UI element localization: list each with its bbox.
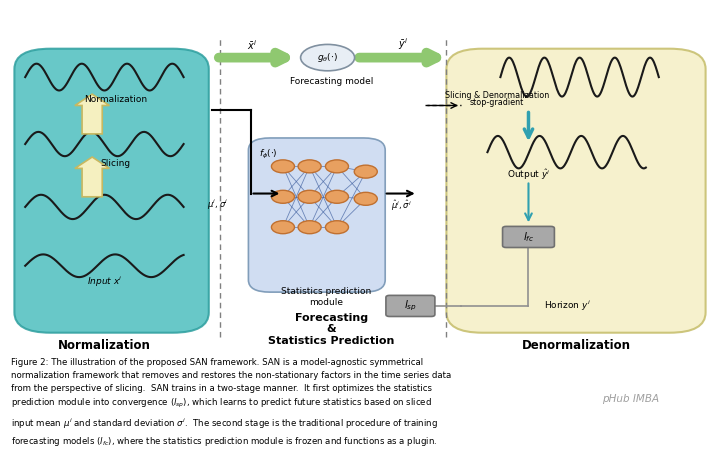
Text: $\bar{y}^i$: $\bar{y}^i$ [398,36,408,52]
Text: Statistics prediction
module: Statistics prediction module [281,287,372,307]
Text: pHub IMBA: pHub IMBA [602,394,659,404]
Text: Normalization: Normalization [58,339,150,352]
FancyBboxPatch shape [248,138,385,292]
Circle shape [271,160,294,173]
Text: $g_\theta(\cdot)$: $g_\theta(\cdot)$ [317,51,338,64]
Text: Forecasting model: Forecasting model [289,76,373,86]
Circle shape [271,221,294,234]
Circle shape [325,190,348,203]
Text: Slicing & Denormalization: Slicing & Denormalization [445,91,549,100]
Circle shape [298,160,321,173]
Text: Forecasting
&
Statistics Prediction: Forecasting & Statistics Prediction [268,313,395,346]
Text: Normalization: Normalization [84,95,147,104]
FancyArrow shape [75,94,109,134]
Text: Slicing: Slicing [100,159,130,167]
Ellipse shape [301,45,355,71]
FancyBboxPatch shape [14,49,209,333]
FancyBboxPatch shape [386,295,435,317]
Circle shape [298,221,321,234]
Circle shape [325,221,348,234]
Text: Denormalization: Denormalization [521,339,631,352]
FancyBboxPatch shape [446,49,706,333]
Text: $\mu^i, \sigma^i$: $\mu^i, \sigma^i$ [207,198,228,212]
FancyArrow shape [75,157,109,197]
Text: $l_{fc}$: $l_{fc}$ [523,230,534,244]
Text: Output $\hat{y}^i$: Output $\hat{y}^i$ [507,167,550,182]
Circle shape [298,190,321,203]
Circle shape [271,190,294,203]
Text: Input $x^i$: Input $x^i$ [86,275,122,289]
FancyBboxPatch shape [503,227,554,248]
Text: $\bar{x}^i$: $\bar{x}^i$ [247,38,257,52]
Text: $l_{sp}$: $l_{sp}$ [404,299,417,313]
Text: $\hat{\mu}^i, \hat{\sigma}^i$: $\hat{\mu}^i, \hat{\sigma}^i$ [391,198,411,212]
Text: $f_\phi(\cdot)$: $f_\phi(\cdot)$ [259,148,278,161]
Text: Figure 2: The illustration of the proposed SAN framework. SAN is a model-agnosti: Figure 2: The illustration of the propos… [11,358,451,449]
Text: Horizon $y^i$: Horizon $y^i$ [544,299,590,313]
Circle shape [354,192,377,205]
Circle shape [325,160,348,173]
Text: stop-gradient: stop-gradient [469,98,524,107]
Circle shape [354,165,377,178]
